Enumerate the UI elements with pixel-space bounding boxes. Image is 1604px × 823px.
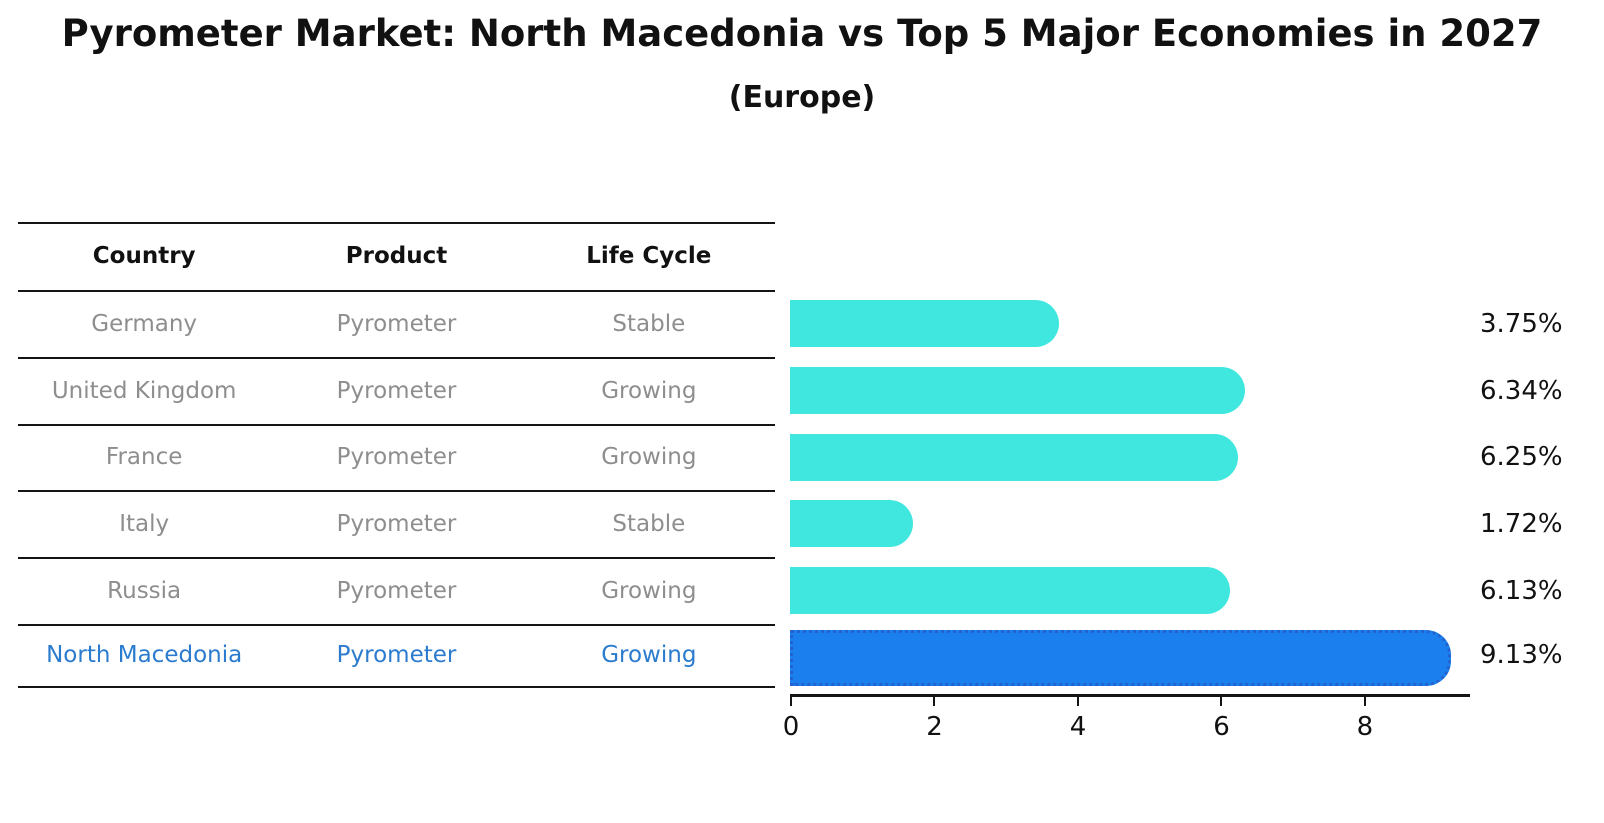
table-separator-line — [18, 557, 775, 559]
table-cell-product: Pyrometer — [336, 377, 457, 404]
table-cell-life_cycle: Growing — [601, 577, 697, 604]
table-cell-product: Pyrometer — [336, 510, 457, 537]
table-cell-product: Pyrometer — [336, 444, 457, 470]
table-cell-product: Pyrometer — [336, 577, 457, 604]
x-axis-tick-label: 8 — [1356, 712, 1374, 742]
x-axis-tick-label: 6 — [1213, 712, 1230, 742]
x-axis-tick-label: 2 — [926, 712, 943, 742]
table-cell-life_cycle: Growing — [601, 444, 697, 470]
bar-value-label: 6.34% — [1480, 375, 1563, 406]
table-separator-line — [18, 424, 775, 426]
column-header: Country — [92, 243, 196, 269]
bar-value-label: 9.13% — [1480, 640, 1563, 670]
table-separator-line — [18, 686, 775, 688]
x-axis-tick — [1363, 697, 1366, 706]
bar — [790, 567, 1230, 614]
table-cell-country: Russia — [107, 577, 182, 604]
table-separator-line — [18, 290, 775, 292]
table-separator-line — [18, 490, 775, 492]
bar — [790, 500, 914, 547]
bar-value-label: 6.13% — [1480, 575, 1563, 606]
column-header: Product — [345, 243, 448, 269]
x-axis-tick — [1220, 697, 1223, 706]
table-cell-product: Pyrometer — [336, 310, 457, 337]
column-header: Life Cycle — [586, 243, 712, 269]
x-axis-tick — [790, 697, 792, 706]
table-cell-country: United Kingdom — [51, 377, 237, 404]
table-separator-line — [18, 624, 775, 626]
table-cell-country: France — [105, 444, 183, 470]
table-cell-country: Italy — [119, 510, 170, 537]
table-cell-life_cycle: Growing — [601, 377, 697, 404]
bar — [790, 433, 1239, 481]
x-axis-tick-label: 0 — [782, 712, 800, 742]
table-cell-life_cycle: Stable — [612, 510, 686, 537]
bar-value-label: 3.75% — [1480, 308, 1563, 339]
table-cell-life_cycle: Stable — [612, 310, 686, 337]
bar-value-label: 6.25% — [1480, 442, 1563, 472]
table-separator-line — [18, 357, 775, 359]
x-axis-tick — [1076, 697, 1079, 706]
chart-title: Pyrometer Market: North Macedonia vs Top… — [61, 12, 1543, 55]
table-cell-life_cycle: Growing — [601, 642, 697, 668]
x-axis-tick — [933, 697, 936, 706]
bar-value-label: 1.72% — [1480, 508, 1563, 539]
table-cell-country: North Macedonia — [46, 642, 243, 668]
table-separator-line — [18, 222, 775, 224]
chart-subtitle: (Europe) — [728, 80, 876, 115]
x-axis-tick-label: 4 — [1069, 712, 1087, 742]
bar — [790, 300, 1060, 347]
bar — [790, 367, 1245, 414]
table-cell-country: Germany — [91, 310, 198, 337]
table-cell-product: Pyrometer — [336, 642, 457, 668]
x-axis-line — [790, 694, 1470, 697]
bar-highlighted — [790, 630, 1452, 686]
